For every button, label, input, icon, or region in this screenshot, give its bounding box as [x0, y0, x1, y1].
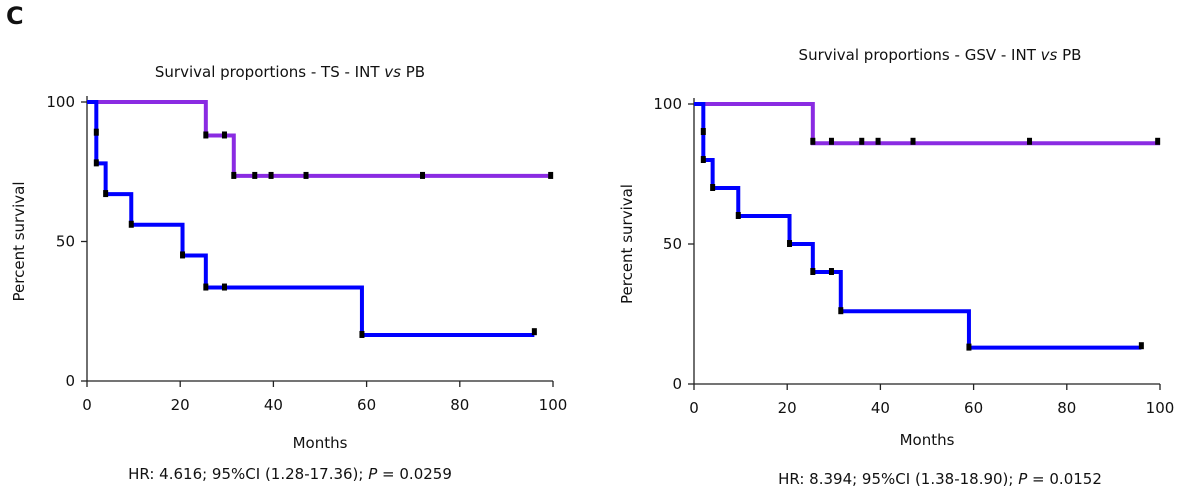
hazard-ratio-footnote: HR: 8.394; 95%CI (1.38-18.90); P = 0.015…: [778, 470, 1102, 488]
censor-mark: [303, 171, 309, 179]
censor-mark: [1155, 137, 1161, 145]
censor-mark: [828, 137, 834, 145]
y-tick-label: 0: [65, 372, 75, 390]
footnote-part: P: [1018, 470, 1028, 488]
censor-mark: [838, 307, 844, 315]
censor-mark: [531, 328, 537, 336]
y-tick-label: 100: [46, 93, 75, 111]
chart-title-part: vs: [384, 63, 401, 81]
x-tick-label: 20: [171, 396, 190, 414]
x-tick-label: 0: [82, 396, 92, 414]
chart-2: Survival proportions - GSV - INT vs PB 0 5…: [618, 46, 1174, 488]
censor-mark: [221, 283, 227, 291]
censor-mark: [828, 268, 834, 275]
censor-mark: [787, 240, 793, 247]
censor-mark: [221, 131, 227, 139]
censor-mark: [548, 171, 554, 179]
x-tick-label: 40: [264, 396, 283, 414]
x-axis-label: Months: [293, 434, 348, 452]
censor-mark: [128, 220, 134, 228]
y-tick-label: 100: [653, 95, 682, 113]
censor-mark: [359, 330, 365, 338]
y-axis-label: Percent survival: [618, 184, 636, 304]
censor-mark: [231, 171, 237, 179]
series-line-2: [694, 102, 1142, 350]
censor-mark: [810, 137, 816, 145]
censor-mark: [268, 171, 274, 179]
censor-mark: [420, 171, 426, 179]
series-line-1: [694, 102, 1160, 146]
x-tick-label: 60: [357, 396, 376, 414]
chart-title: Survival proportions - TS - INT vs PB: [155, 63, 425, 81]
censor-mark: [1027, 137, 1033, 145]
chart-title: Survival proportions - GSV - INT vs PB: [799, 46, 1082, 64]
censor-mark: [710, 184, 716, 191]
censor-mark: [735, 212, 741, 219]
censor-mark: [810, 268, 816, 275]
censor-mark: [1138, 342, 1144, 350]
censor-mark: [180, 251, 186, 259]
censor-mark: [252, 171, 258, 179]
chart-title-part: vs: [1041, 46, 1058, 64]
x-axis-label: Months: [900, 431, 955, 449]
panel-label: C: [6, 2, 24, 30]
x-tick-label: 80: [450, 396, 469, 414]
x-tick-label: 20: [778, 399, 797, 417]
censor-mark: [103, 190, 109, 198]
x-tick-label: 80: [1057, 399, 1076, 417]
chart-title-part: PB: [401, 63, 425, 81]
chart-1: Survival proportions - TS - INT vs PB 0 50…: [10, 63, 567, 483]
footnote-part: = 0.0152: [1027, 470, 1102, 488]
y-tick-label: 0: [672, 375, 682, 393]
censor-mark: [875, 137, 881, 145]
chart-title-part: Survival proportions - GSV - INT: [799, 46, 1041, 64]
footnote-part: HR: 8.394; 95%CI (1.38-18.90);: [778, 470, 1018, 488]
censor-mark: [700, 128, 706, 135]
x-tick-label: 60: [964, 399, 983, 417]
chart-title-part: Survival proportions - TS - INT: [155, 63, 384, 81]
footnote-part: = 0.0259: [377, 465, 452, 483]
hazard-ratio-footnote: HR: 4.616; 95%CI (1.28-17.36); P = 0.025…: [128, 465, 452, 483]
chart-title-part: PB: [1057, 46, 1081, 64]
x-tick-label: 40: [871, 399, 890, 417]
censor-mark: [700, 156, 706, 163]
y-axis-label: Percent survival: [10, 182, 28, 302]
x-tick-label: 100: [1146, 399, 1175, 417]
x-tick-label: 0: [689, 399, 699, 417]
censor-mark: [93, 159, 99, 167]
censor-mark: [203, 131, 209, 139]
series-line-2: [87, 100, 535, 337]
series-line-1: [87, 100, 553, 178]
censor-mark: [966, 343, 972, 351]
censor-mark: [93, 128, 99, 136]
y-tick-label: 50: [663, 235, 682, 253]
censor-mark: [203, 283, 209, 291]
censor-mark: [859, 137, 865, 145]
y-tick-label: 50: [56, 233, 75, 251]
footnote-part: P: [368, 465, 378, 483]
censor-mark: [910, 137, 916, 145]
footnote-part: HR: 4.616; 95%CI (1.28-17.36);: [128, 465, 368, 483]
x-tick-label: 100: [539, 396, 568, 414]
